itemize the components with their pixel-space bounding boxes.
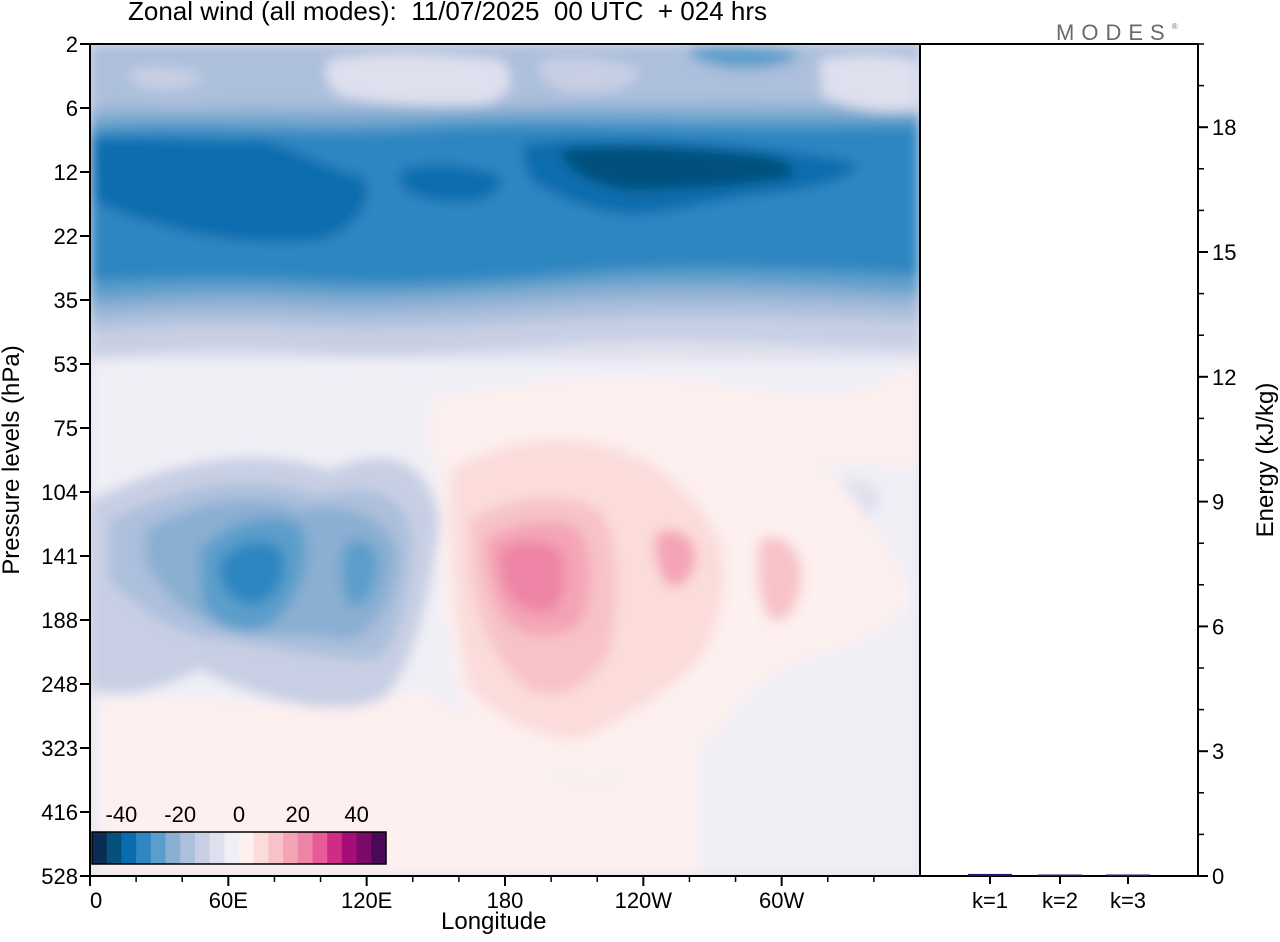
energy-tick-label: 0 (1212, 864, 1224, 889)
x-axis: 0 60E 120E 180 120W 60W (89, 876, 875, 913)
contour-fill (220, 541, 285, 605)
colorbar-swatch (224, 832, 240, 864)
colorbar-tick-label: 20 (286, 802, 310, 827)
y-tick-label: 104 (41, 480, 78, 505)
energy-tick-label: 3 (1212, 739, 1224, 764)
colorbar-tick-label: 0 (233, 802, 245, 827)
colorbar-swatch (312, 832, 328, 864)
colorbar-swatch (150, 832, 166, 864)
energy-bar (968, 873, 1012, 876)
y-axis-left: 2 6 12 22 35 53 75 104 141 188 248 323 416 528 (41, 32, 90, 889)
contour-fill (654, 530, 696, 588)
heatmap-plot (90, 44, 920, 876)
x-tick-label: 120E (341, 888, 392, 913)
colorbar-tick-label: 40 (344, 802, 368, 827)
y-tick-label: 248 (41, 672, 78, 697)
colorbar-tick-label: -40 (106, 802, 138, 827)
y-axis-right: 0 3 6 9 12 15 18 (1198, 43, 1236, 889)
contour-fill (560, 146, 794, 190)
energy-tick-label: 12 (1212, 365, 1236, 390)
colorbar-swatch (371, 832, 387, 864)
colorbar-swatch (297, 832, 313, 864)
x-tick-label: 60W (759, 888, 804, 913)
y-tick-label: 141 (41, 544, 78, 569)
brand-logo: MODES® (1056, 20, 1178, 45)
contour-fill (325, 53, 511, 106)
chart-title: Zonal wind (all modes): 11/07/2025 00 UT… (128, 0, 768, 26)
x-axis-title: Longitude (441, 908, 547, 935)
colorbar-swatch (327, 832, 343, 864)
y-tick-label: 75 (54, 416, 78, 441)
colorbar-swatch (136, 832, 152, 864)
colorbar-swatch (209, 832, 225, 864)
y-tick-label: 2 (66, 32, 78, 57)
bar-label: k=3 (1110, 888, 1146, 913)
contour-fill (820, 55, 918, 112)
energy-tick-label: 9 (1212, 490, 1224, 515)
colorbar-swatch (341, 832, 358, 864)
contour-fill (757, 536, 802, 621)
y-tick-label: 416 (41, 800, 78, 825)
energy-tick-label: 18 (1212, 115, 1236, 140)
energy-tick-label: 15 (1212, 240, 1236, 265)
contour-fill (128, 67, 205, 90)
colorbar-tick-label: -20 (164, 802, 196, 827)
contour-fill (499, 541, 565, 612)
colorbar-swatch (356, 832, 372, 864)
y-tick-label: 323 (41, 736, 78, 761)
energy-panel-frame (919, 43, 1199, 877)
y-tick-label: 53 (54, 352, 78, 377)
contour-fills (90, 44, 920, 876)
contour-fill (100, 690, 700, 876)
y-tick-label: 35 (54, 288, 78, 313)
contour-fill (400, 164, 501, 203)
colorbar: -40 -20 0 20 40 (91, 802, 387, 865)
energy-bar (1038, 874, 1082, 876)
bar-label: k=2 (1042, 888, 1078, 913)
y-axis-title: Pressure levels (hPa) (0, 345, 25, 575)
x-tick-label: 180 (487, 888, 524, 913)
colorbar-swatch (239, 832, 255, 864)
contour-fill (689, 45, 800, 69)
contour-fill (92, 138, 368, 242)
colorbar-swatch (268, 832, 284, 864)
bar-label: k=1 (972, 888, 1008, 913)
colorbar-swatch (253, 832, 269, 864)
contour-fill (341, 540, 378, 606)
colorbar-swatch (180, 832, 196, 864)
colorbar-swatch (121, 832, 137, 864)
energy-bars: k=1 k=2 k=3 (968, 873, 1150, 913)
colorbar-swatch (165, 832, 181, 864)
y-tick-label: 6 (66, 96, 78, 121)
x-tick-label: 0 (90, 888, 102, 913)
y-tick-label: 22 (54, 224, 78, 249)
colorbar-swatch (92, 832, 108, 864)
energy-bar (1106, 874, 1150, 876)
y-tick-label: 188 (41, 608, 78, 633)
energy-tick-label: 6 (1212, 614, 1224, 639)
colorbar-swatch (283, 832, 299, 864)
y-tick-label: 528 (41, 864, 78, 889)
x-tick-label: 120W (615, 888, 673, 913)
x-tick-label: 60E (209, 888, 248, 913)
y-tick-label: 12 (54, 160, 78, 185)
colorbar-swatch (194, 832, 211, 864)
colorbar-frame (91, 831, 387, 865)
energy-axis-title: Energy (kJ/kg) (1252, 382, 1279, 538)
colorbar-swatch (106, 832, 122, 864)
contour-fill (539, 58, 640, 93)
